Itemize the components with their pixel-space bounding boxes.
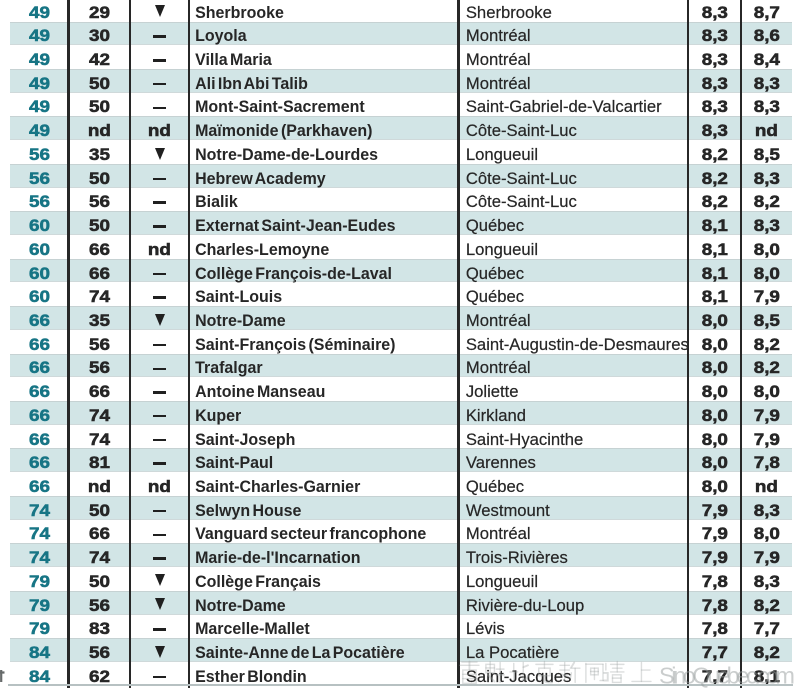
- svg-text:SinoQuebec.com: SinoQuebec.com: [659, 663, 795, 689]
